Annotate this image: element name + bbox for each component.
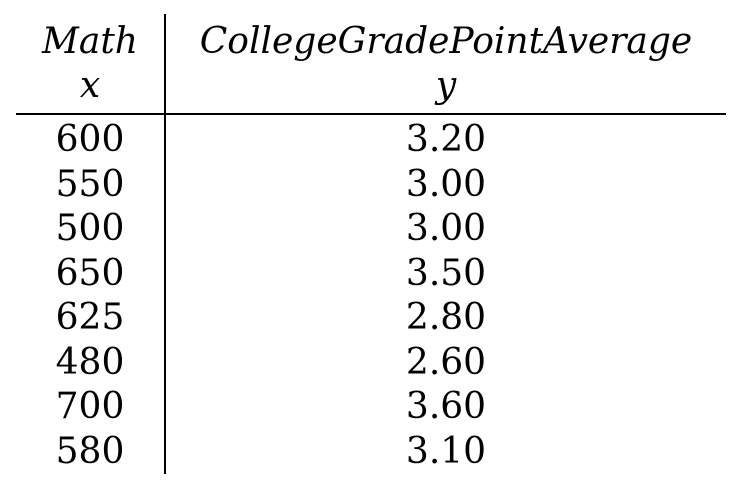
- table-row: 700 3.60: [0, 385, 744, 430]
- cell-x: 580: [55, 430, 125, 472]
- header-y: y: [435, 65, 457, 106]
- header-college-gpa: CollegeGradePointAverage: [199, 21, 693, 62]
- table-row: 600 3.20: [0, 118, 744, 163]
- cell-y: 2.60: [405, 341, 487, 383]
- table-row: 500 3.00: [0, 207, 744, 252]
- cell-y: 3.20: [405, 119, 487, 160]
- table-row: 625 2.80: [0, 296, 744, 341]
- cell-y: 3.50: [405, 252, 487, 294]
- cell-x: 500: [55, 208, 125, 249]
- cell-x: 480: [55, 341, 125, 383]
- cell-y: 3.60: [405, 386, 487, 427]
- table-row: 580 3.10: [0, 430, 744, 475]
- cell-x: 700: [55, 386, 125, 427]
- table-row: 550 3.00: [0, 163, 744, 208]
- header-x: x: [79, 65, 101, 106]
- cell-y: 3.10: [405, 430, 487, 472]
- table-row: 480 2.60: [0, 341, 744, 386]
- header-divider: [16, 113, 726, 115]
- cell-y: 3.00: [405, 163, 487, 205]
- column-divider: [164, 14, 166, 474]
- cell-y: 2.80: [405, 297, 487, 338]
- cell-x: 625: [55, 297, 125, 338]
- cell-y: 3.00: [405, 208, 487, 249]
- table-body: 600 3.20 550 3.00 500 3.00 650 3.50 625 …: [0, 118, 744, 474]
- table-row: 650 3.50: [0, 252, 744, 297]
- header-math: Math: [42, 21, 138, 62]
- cell-x: 550: [55, 163, 125, 205]
- cell-x: 650: [55, 252, 125, 294]
- cell-x: 600: [55, 119, 125, 160]
